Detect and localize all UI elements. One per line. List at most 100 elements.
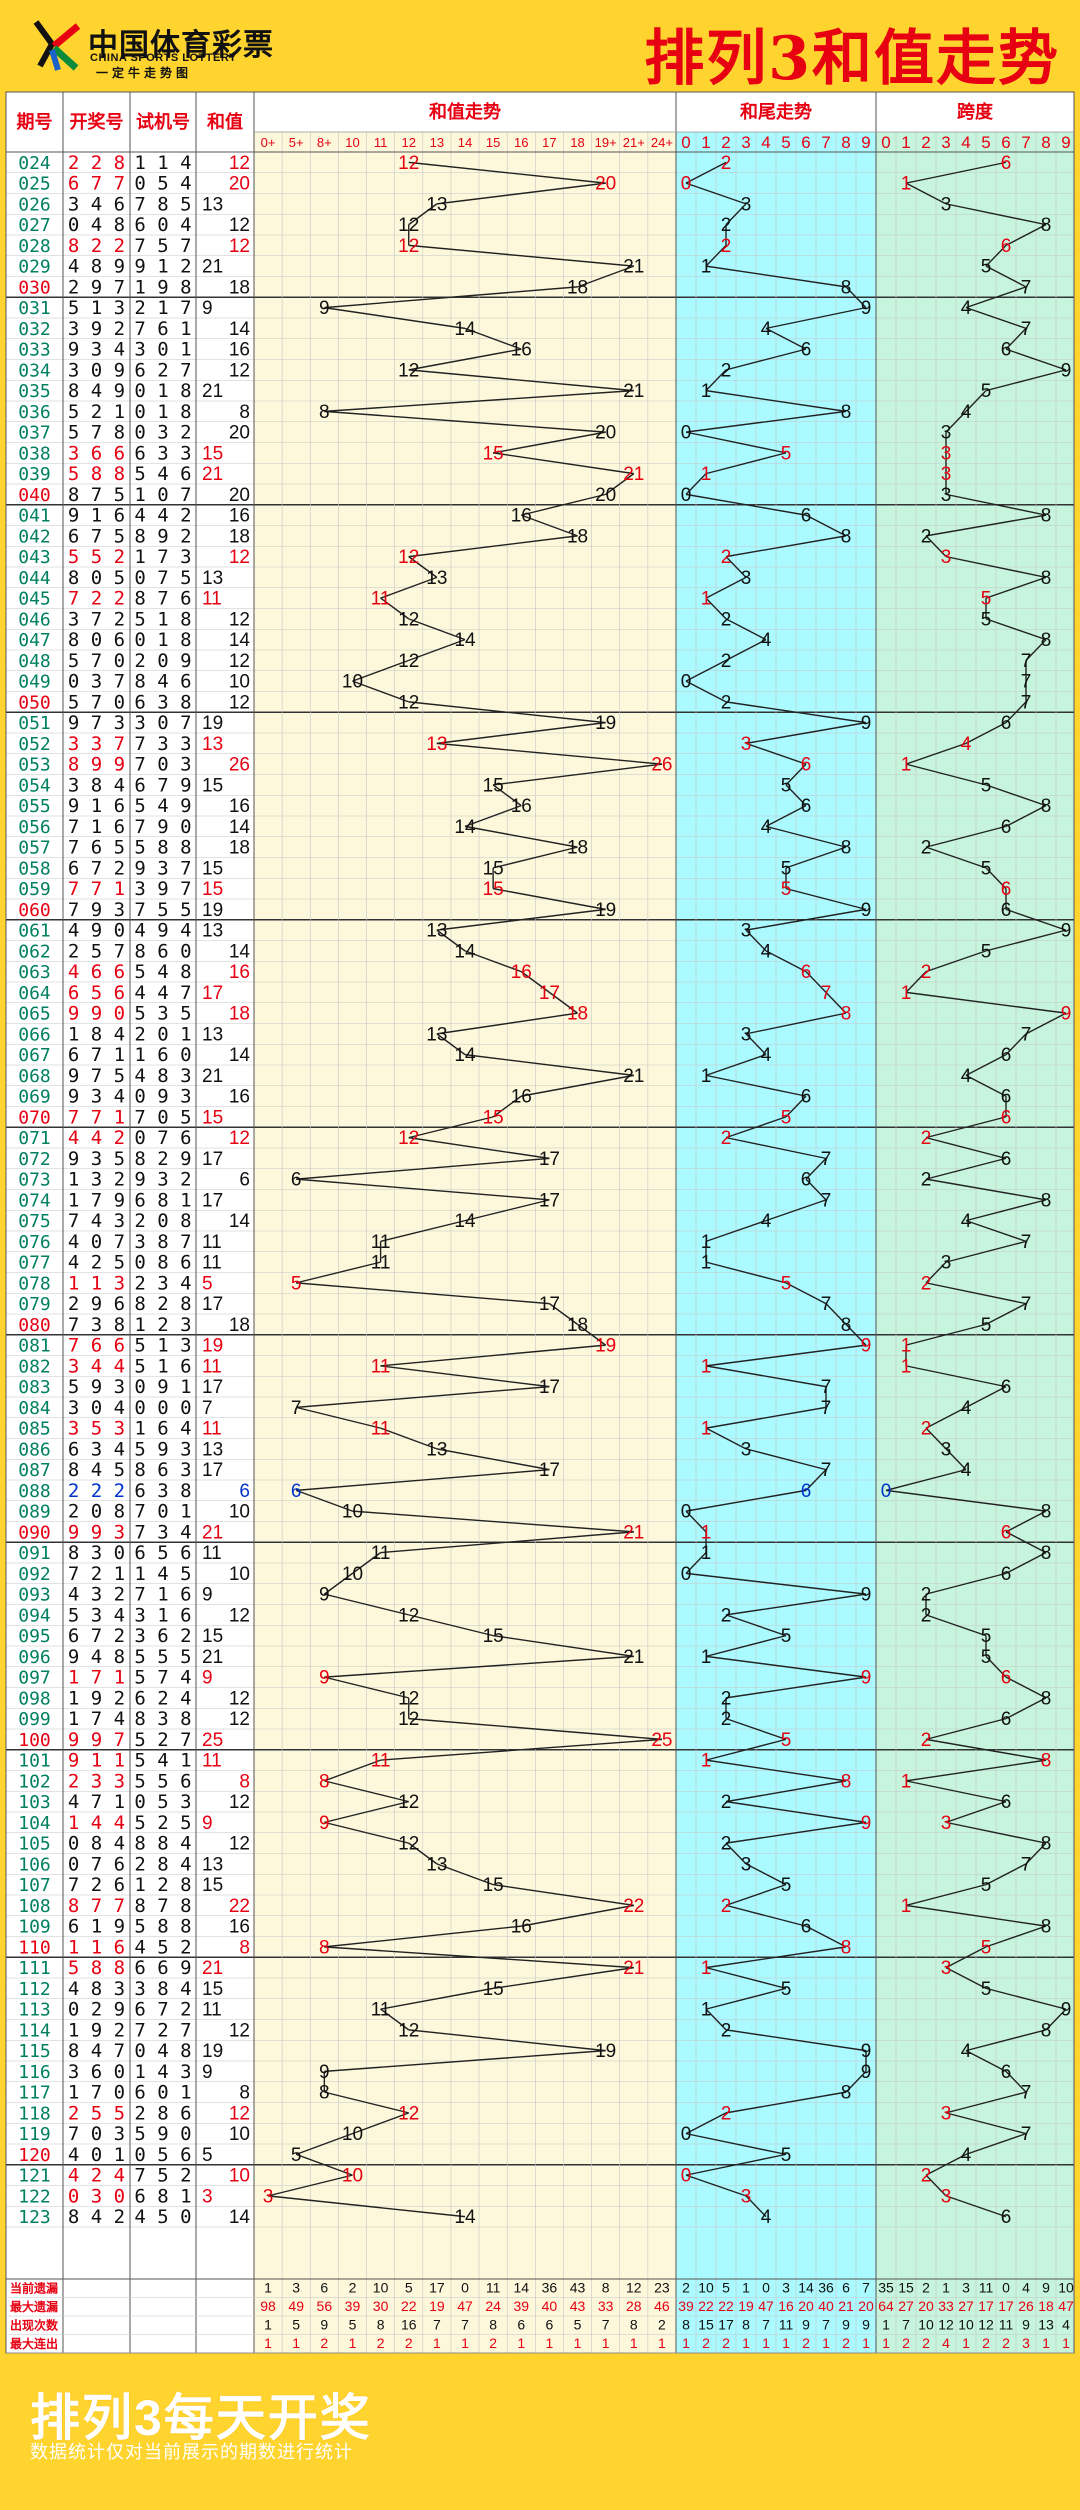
sum-trend-point: 12 — [398, 360, 419, 381]
tail-trend-point: 5 — [781, 1273, 792, 1294]
span-digit-header: 0 — [881, 133, 890, 152]
sum-trend-line — [380, 2008, 410, 2031]
draw-number-cell: 6 1 9 — [68, 1916, 125, 1938]
tail-trend-point: 1 — [701, 1522, 712, 1543]
stats-sum-value: 9 — [320, 2317, 328, 2333]
tail-trend-point: 3 — [741, 1854, 752, 1875]
sum-trend-point: 14 — [454, 941, 476, 962]
span-trend-line — [885, 1468, 967, 1492]
span-trend-line — [965, 722, 1007, 744]
span-trend-point: 2 — [921, 1128, 932, 1149]
draw-number-cell: 4 7 1 — [68, 1791, 125, 1813]
stats-label: 当前遗漏 — [10, 2281, 58, 2296]
period-cell: 100 — [18, 1730, 51, 1751]
stats-tail-value: 8 — [742, 2317, 750, 2333]
span-digit-header: 2 — [921, 133, 930, 152]
draw-number-cell: 7 7 1 — [68, 1106, 125, 1128]
sum-trend-line — [408, 701, 606, 724]
span-trend-line — [1005, 2070, 1027, 2093]
sum-value-cell: 21 — [202, 1958, 223, 1979]
stats-span-value: 17 — [998, 2298, 1014, 2314]
span-trend-line — [905, 742, 967, 765]
tail-trend-point: 8 — [841, 1004, 852, 1025]
draw-number-cell: 9 9 3 — [68, 1521, 125, 1543]
stats-tail-value: 20 — [798, 2298, 814, 2314]
sum-value-cell: 6 — [239, 1481, 250, 1502]
tail-trend-point: 2 — [721, 360, 732, 381]
tail-trend-point: 1 — [701, 589, 712, 610]
span-trend-line — [985, 1925, 1047, 1948]
stats-span-value: 12 — [978, 2317, 994, 2333]
tail-trend-point: 5 — [781, 1730, 792, 1751]
period-cell: 058 — [18, 858, 51, 879]
period-cell: 062 — [18, 941, 51, 962]
tail-trend-point: 8 — [841, 402, 852, 423]
stats-span-value: 1 — [1062, 2335, 1070, 2351]
tail-trend-line — [685, 659, 727, 682]
sum-trend-header: 和值走势 — [429, 101, 501, 122]
sum-trend-point: 9 — [319, 2062, 330, 2083]
span-trend-point: 3 — [941, 1813, 952, 1834]
sum-trend-point: 12 — [398, 2103, 419, 2124]
span-trend-line — [925, 846, 987, 869]
span-trend-point: 6 — [1001, 1045, 1012, 1066]
tail-trend-line — [725, 1821, 867, 1844]
sum-trend-point: 11 — [371, 1543, 391, 1564]
sum-bucket-header: 21+ — [623, 135, 645, 150]
span-digit-header: 6 — [1001, 133, 1010, 152]
tail-digit-header: 5 — [781, 133, 790, 152]
sum-trend-line — [408, 161, 606, 184]
tail-trend-point: 2 — [721, 1605, 732, 1626]
sum-trend-point: 12 — [398, 609, 419, 630]
span-trend-line — [925, 950, 987, 973]
tail-trend-point: 4 — [761, 941, 772, 962]
tail-trend-line — [845, 2070, 867, 2093]
span-trend-line — [985, 576, 1047, 599]
sum-value-cell: 10 — [229, 1564, 250, 1585]
sum-trend-line — [493, 887, 606, 911]
draw-number-cell: 2 3 3 — [68, 1770, 125, 1792]
tail-trend-point: 4 — [761, 1211, 772, 1232]
sum-value-cell: 10 — [229, 1502, 250, 1523]
sum-value-cell: 15 — [202, 775, 223, 796]
sum-trend-line — [352, 659, 409, 682]
tail-trend-point: 9 — [861, 1585, 872, 1606]
period-cell: 102 — [18, 1771, 51, 1792]
span-trend-point: 1 — [901, 1771, 912, 1792]
span-trend-point: 5 — [981, 1315, 992, 1336]
span-trend-point: 7 — [1021, 2083, 1032, 2104]
draw-number-cell: 7 2 2 — [68, 588, 125, 610]
draw-number-cell: 9 7 5 — [68, 1065, 125, 1087]
tail-trend-point: 8 — [841, 526, 852, 547]
tail-trend-point: 4 — [761, 1045, 772, 1066]
span-trend-point: 5 — [981, 1937, 992, 1958]
tail-trend-point: 6 — [801, 340, 812, 361]
logo-english-text: CHINA SPORTS LOTTERY — [90, 52, 237, 64]
sum-trend-point: 13 — [426, 921, 447, 942]
sum-trend-point: 18 — [567, 838, 588, 859]
stats-span-value: 4 — [942, 2335, 950, 2351]
tail-trend-line — [765, 805, 807, 827]
sum-value-cell: 8 — [239, 1937, 250, 1958]
stats-span-value: 4 — [1062, 2317, 1070, 2333]
span-trend-point: 8 — [1041, 568, 1052, 589]
span-trend-point: 6 — [1001, 713, 1012, 734]
test-number-cell: 4 4 2 — [134, 505, 191, 527]
span-trend-point: 6 — [1001, 1709, 1012, 1730]
span-trend-line — [925, 1178, 1047, 1201]
span-trend-point: 6 — [1001, 1107, 1012, 1128]
stats-sum-value: 5 — [292, 2317, 300, 2333]
stats-span-value: 10 — [918, 2317, 934, 2333]
span-trend-line — [925, 1406, 967, 1429]
sum-bucket-header: 8+ — [317, 135, 332, 150]
draw-column-header: 开奖号 — [70, 111, 124, 132]
test-number-cell: 6 8 1 — [134, 2185, 191, 2207]
sum-trend-line — [464, 804, 522, 828]
stats-tail-value: 11 — [779, 2317, 794, 2333]
test-number-cell: 6 0 4 — [134, 214, 191, 236]
sum-value-cell: 12 — [229, 1792, 250, 1813]
stats-sum-value: 5 — [405, 2280, 413, 2296]
test-number-cell: 1 9 8 — [134, 276, 191, 298]
sum-trend-line — [408, 1614, 494, 1637]
tail-trend-point: 3 — [741, 734, 752, 755]
